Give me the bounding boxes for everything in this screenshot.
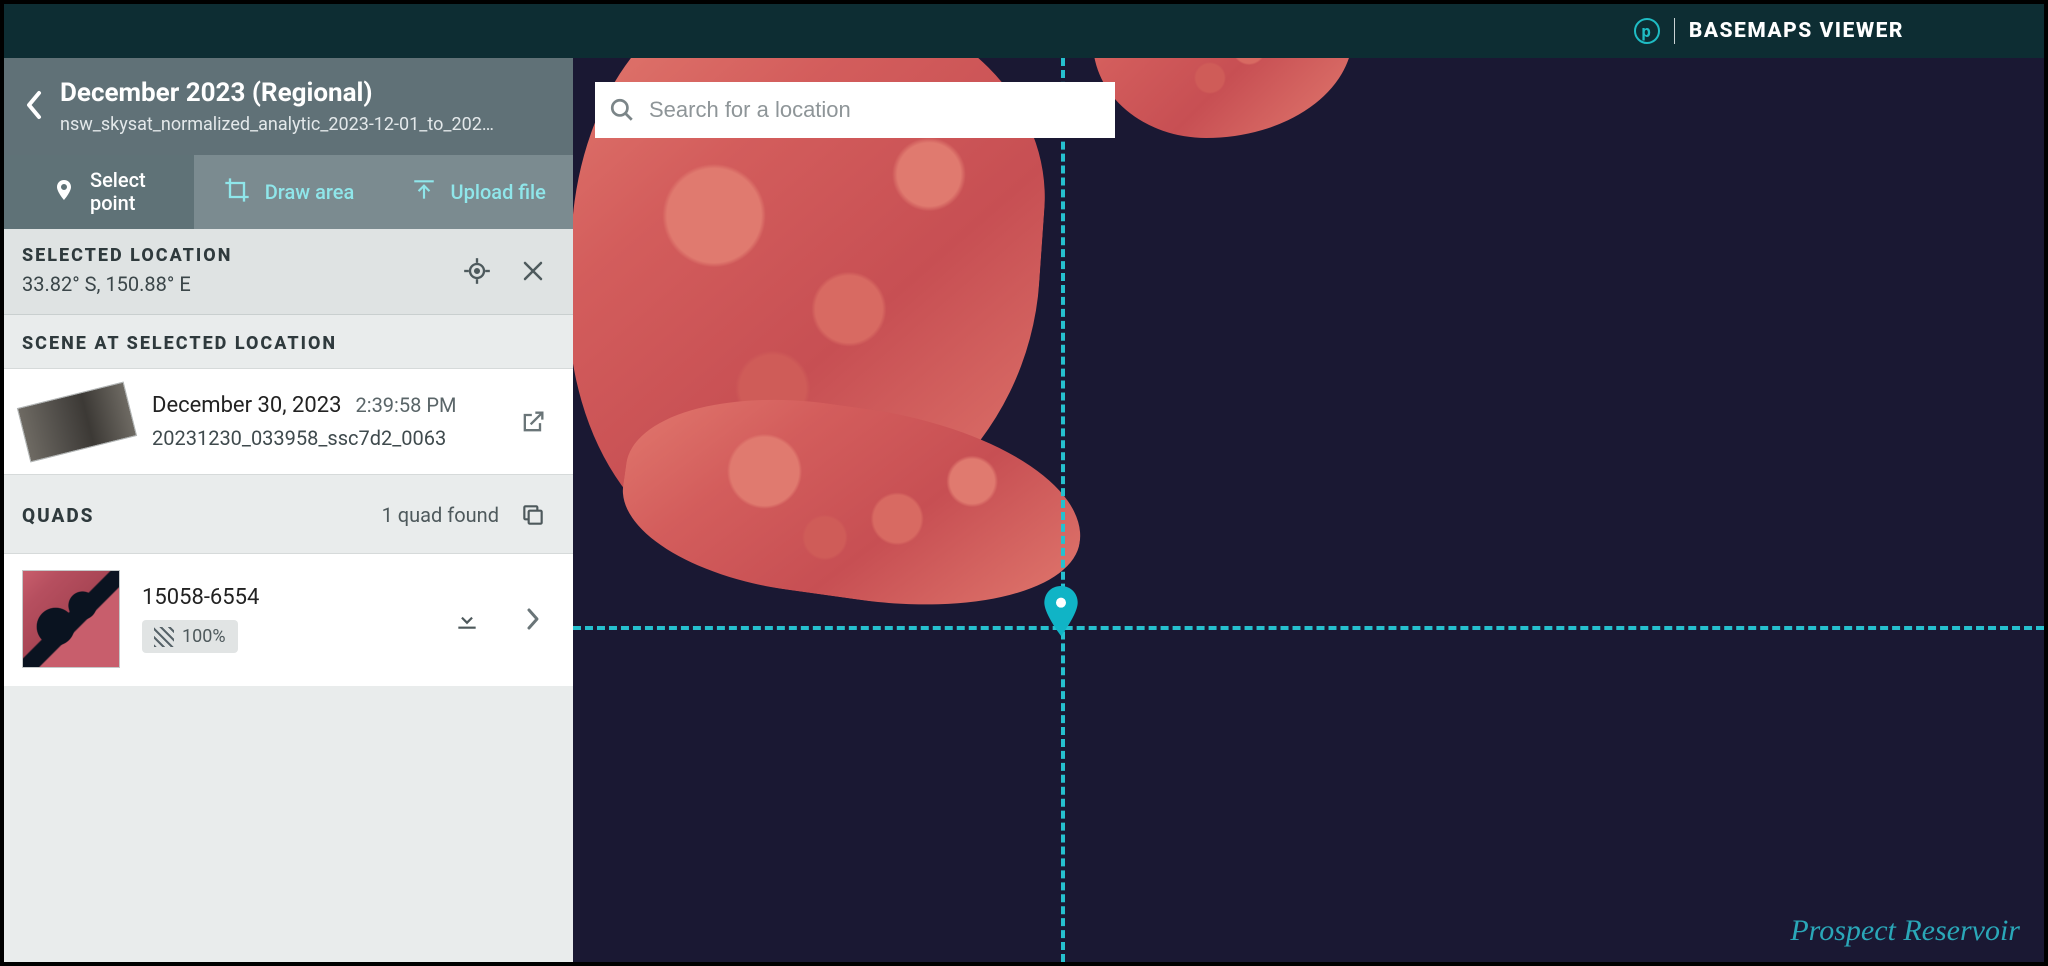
selected-location-coords: 33.82° S, 150.88° E [22,266,443,296]
download-icon [454,606,480,632]
hatch-icon [154,627,174,647]
download-quad-button[interactable] [445,597,489,641]
scene-row[interactable]: December 30, 2023 2:39:58 PM 20231230_03… [4,369,573,475]
quads-count: 1 quad found [382,503,499,527]
map-feature-label: Prospect Reservoir [1790,914,2020,948]
sidebar: December 2023 (Regional) nsw_skysat_norm… [4,58,573,962]
map-landmass [612,377,1094,629]
basemap-subtitle: nsw_skysat_normalized_analytic_2023-12-0… [60,114,555,135]
search-input[interactable] [649,97,1101,123]
app-header: p BASEMAPS VIEWER [4,4,2044,58]
scene-id: 20231230_033958_ssc7d2_0063 [152,418,491,450]
copy-icon [520,502,546,528]
quad-row[interactable]: 15058-6554 100% [4,554,573,686]
scene-time: 2:39:58 PM [355,393,456,417]
map-pin[interactable] [1041,586,1081,626]
recenter-button[interactable] [455,249,499,293]
crop-icon [223,176,251,209]
pin-marker-icon [1041,586,1081,636]
tool-draw-area[interactable]: Draw area [194,155,384,229]
planet-logo-icon: p [1634,18,1660,44]
copy-quads-button[interactable] [511,493,555,537]
scene-date: December 30, 2023 [152,393,341,418]
chevron-right-icon [525,606,541,632]
scene-thumbnail [17,381,137,462]
brand-separator [1674,18,1675,44]
upload-icon [411,177,437,208]
selected-location-section: SELECTED LOCATION 33.82° S, 150.88° E [4,229,573,315]
quad-thumbnail [22,570,120,668]
clear-location-button[interactable] [511,249,555,293]
tool-select-point[interactable]: Select point [4,155,194,229]
close-icon [521,259,545,283]
quad-id: 15058-6554 [142,585,423,620]
search-bar[interactable] [595,82,1115,138]
coverage-value: 100% [182,626,226,647]
crosshair-vertical [1061,58,1065,962]
selected-location-header: SELECTED LOCATION [22,245,443,266]
search-icon [609,97,635,123]
open-scene-button[interactable] [511,400,555,444]
target-icon [463,257,491,285]
sidebar-title-bar: December 2023 (Regional) nsw_skysat_norm… [4,58,573,155]
tool-select-point-label: Select point [90,169,146,215]
back-button[interactable] [20,90,48,124]
external-link-icon [519,408,547,436]
map-landmass [1093,58,1353,138]
map-viewport[interactable]: Prospect Reservoir [573,58,2044,962]
tool-draw-area-label: Draw area [265,181,355,204]
chevron-left-icon [25,90,43,120]
basemap-title: December 2023 (Regional) [60,78,555,108]
brand: p BASEMAPS VIEWER [1634,18,1904,44]
coverage-badge: 100% [142,620,238,653]
expand-quad-button[interactable] [511,597,555,641]
tool-upload-file-label: Upload file [451,181,546,204]
map-background [573,58,2044,962]
quads-section-header: QUADS 1 quad found [4,475,573,554]
crosshair-horizontal [573,626,2044,630]
tool-upload-file[interactable]: Upload file [383,155,573,229]
pin-icon [52,175,76,210]
scene-section-header: SCENE AT SELECTED LOCATION [4,315,573,369]
sidebar-tools: Select point Draw area Upload file [4,155,573,229]
app-title: BASEMAPS VIEWER [1689,19,1904,43]
quads-header-label: QUADS [22,504,370,527]
